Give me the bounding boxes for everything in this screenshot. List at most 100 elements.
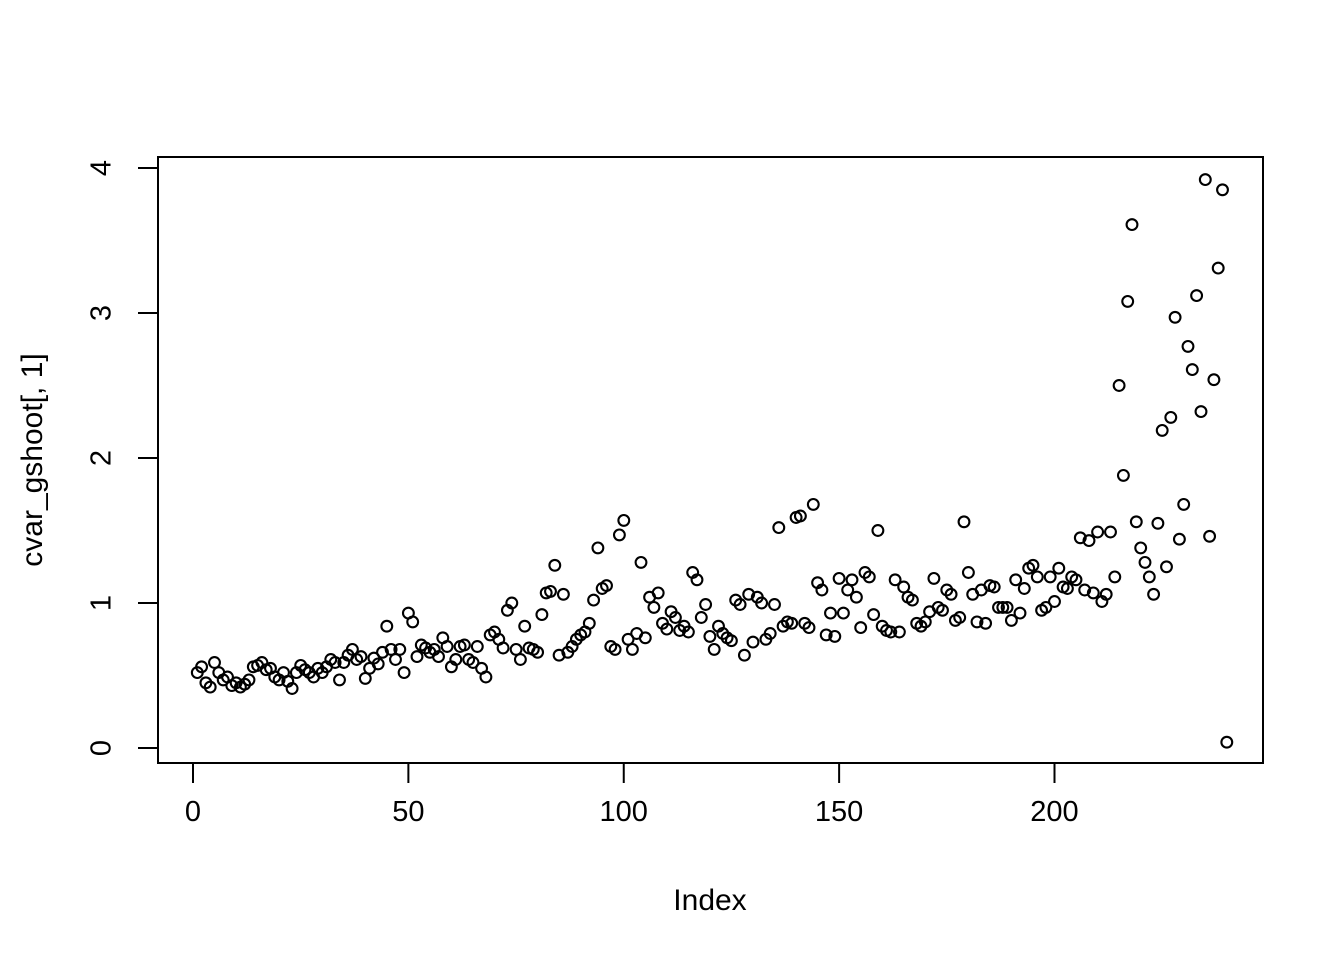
data-point xyxy=(1030,570,1044,584)
data-point xyxy=(724,634,738,648)
data-point xyxy=(647,600,661,614)
data-point xyxy=(1091,525,1105,539)
data-point xyxy=(996,600,1010,614)
data-point xyxy=(1026,558,1040,572)
data-point xyxy=(1112,379,1126,392)
data-point xyxy=(432,650,445,664)
data-point xyxy=(819,628,833,642)
data-point xyxy=(992,600,1005,614)
data-point xyxy=(742,587,756,601)
data-point xyxy=(979,616,993,630)
data-point xyxy=(699,598,713,611)
data-point xyxy=(1108,570,1122,584)
data-point xyxy=(354,650,368,664)
data-point xyxy=(242,673,256,687)
data-point xyxy=(1134,541,1148,555)
data-point xyxy=(1211,261,1225,275)
data-point xyxy=(854,621,868,635)
data-point xyxy=(871,524,885,537)
data-point xyxy=(513,653,527,666)
y-axis-title: cvar_gshoot[, 1] xyxy=(16,353,49,566)
data-point xyxy=(815,583,829,597)
data-point xyxy=(802,621,816,635)
x-axis-ticks: 0 50 100 150 200 xyxy=(185,763,1079,828)
data-point xyxy=(1181,339,1195,353)
data-point xyxy=(591,541,605,555)
data-point xyxy=(785,616,799,630)
data-point xyxy=(849,590,863,604)
data-point xyxy=(828,629,842,643)
data-point xyxy=(1216,183,1229,197)
data-point xyxy=(612,528,626,542)
x-tick-label: 200 xyxy=(1030,796,1078,828)
data-point xyxy=(496,641,510,655)
data-point xyxy=(836,606,850,620)
data-point xyxy=(1043,570,1057,584)
data-point xyxy=(668,611,682,624)
data-point xyxy=(1190,289,1204,303)
data-point xyxy=(625,642,639,656)
data-point xyxy=(1168,310,1182,324)
data-point xyxy=(936,603,949,617)
data-point xyxy=(793,509,807,523)
data-point xyxy=(884,625,898,639)
data-point xyxy=(608,642,622,656)
data-point xyxy=(1039,600,1053,614)
y-tick-label: 1 xyxy=(86,595,118,611)
data-point xyxy=(1194,405,1208,419)
data-point xyxy=(1104,525,1117,539)
data-point xyxy=(944,587,958,601)
data-point xyxy=(1048,595,1061,608)
data-point xyxy=(556,587,570,601)
data-point xyxy=(634,555,648,569)
data-point xyxy=(961,566,975,579)
data-point xyxy=(1151,516,1165,530)
data-point xyxy=(410,650,424,664)
data-point xyxy=(1220,735,1234,749)
data-point xyxy=(457,638,471,652)
data-point xyxy=(1177,497,1191,511)
data-point xyxy=(544,584,557,598)
data-point xyxy=(694,611,708,624)
data-point xyxy=(707,642,721,656)
data-point xyxy=(328,656,342,669)
data-point xyxy=(1185,363,1199,377)
data-point xyxy=(867,608,881,622)
data-point xyxy=(832,571,846,585)
data-point xyxy=(1082,534,1096,548)
data-point xyxy=(479,670,493,684)
data-point xyxy=(600,579,613,593)
data-point xyxy=(953,611,967,624)
data-point xyxy=(1086,586,1100,600)
data-point xyxy=(1060,582,1074,595)
data-point xyxy=(957,515,971,529)
data-point xyxy=(763,627,777,640)
data-point xyxy=(466,656,480,669)
data-point xyxy=(927,571,941,585)
data-point xyxy=(1155,423,1169,437)
data-point xyxy=(380,619,394,633)
data-point xyxy=(888,573,902,587)
data-point xyxy=(397,666,411,680)
data-point xyxy=(703,629,717,643)
x-tick-label: 50 xyxy=(392,796,424,828)
data-point xyxy=(195,660,209,674)
data-point xyxy=(737,648,751,662)
data-point xyxy=(862,570,876,584)
data-point xyxy=(1017,582,1031,595)
y-tick-label: 2 xyxy=(86,450,118,466)
data-point xyxy=(371,657,385,671)
data-point xyxy=(1069,573,1083,587)
data-point xyxy=(892,625,906,639)
data-point xyxy=(1125,218,1139,232)
y-tick-label: 4 xyxy=(86,160,118,176)
data-point xyxy=(1129,515,1143,529)
data-point xyxy=(1160,560,1173,574)
data-point xyxy=(768,598,781,611)
data-point xyxy=(333,673,346,687)
data-point xyxy=(203,680,217,694)
data-point xyxy=(1099,587,1113,601)
data-point xyxy=(1052,561,1066,575)
